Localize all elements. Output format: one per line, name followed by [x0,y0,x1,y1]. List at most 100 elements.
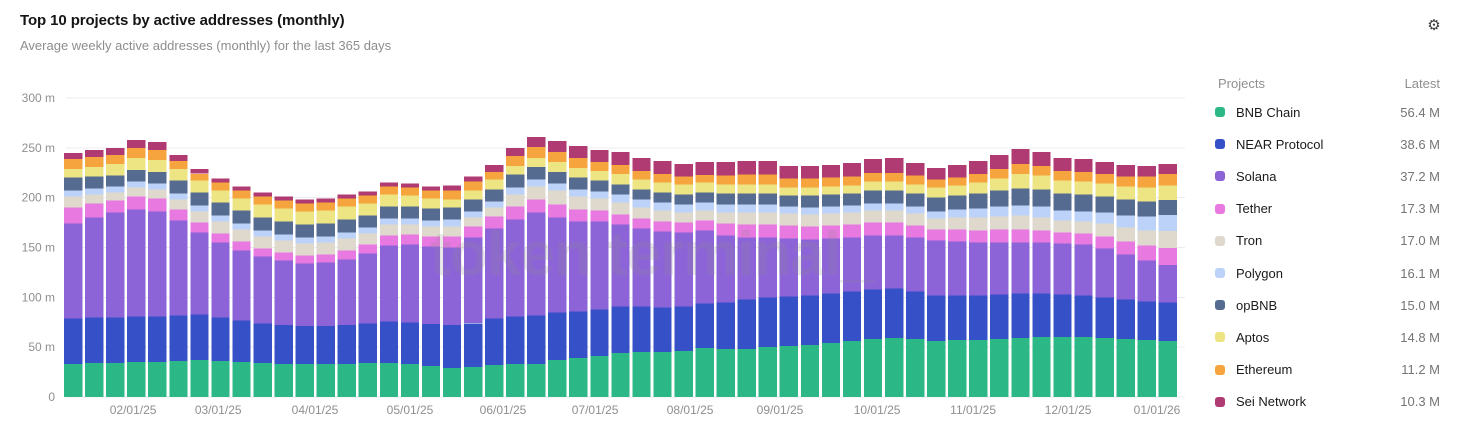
bar-segment-ethereum[interactable] [1137,176,1156,188]
bar-segment-tether[interactable] [758,224,777,238]
bar-segment-solana[interactable] [674,232,693,307]
bar-segment-tron[interactable] [779,213,798,226]
bar-segment-ethereum[interactable] [927,179,946,188]
bar-segment-aptos[interactable] [527,157,546,167]
bar-segment-tron[interactable] [421,226,441,237]
bar-segment-solana[interactable] [927,240,946,296]
bar-segment-opbnb[interactable] [148,171,167,184]
bar-segment-polygon[interactable] [421,220,441,227]
bar-segment-aptos[interactable] [1053,180,1072,194]
bar-segment-polygon[interactable] [1053,210,1072,221]
bar-segment-near-protocol[interactable] [611,306,630,354]
bar-segment-sei-network[interactable] [1158,163,1177,175]
bar-segment-ethereum[interactable] [85,156,104,167]
bar-segment-opbnb[interactable] [85,176,104,189]
bar-segment-opbnb[interactable] [884,190,904,204]
bar-segment-tether[interactable] [948,229,967,242]
bar-segment-tether[interactable] [1011,229,1030,243]
bar-segment-ethereum[interactable] [506,155,525,166]
bar-segment-tether[interactable] [611,214,630,225]
bar-segment-sei-network[interactable] [569,145,588,158]
settings-gear-button[interactable]: ⚙ [1421,13,1447,39]
bar-segment-polygon[interactable] [906,206,925,214]
bar-segment-tether[interactable] [632,218,651,229]
bar-segment-solana[interactable] [1158,265,1177,303]
bar-segment-near-protocol[interactable] [506,316,525,365]
bar-segment-polygon[interactable] [253,230,272,237]
bar-segment-sei-network[interactable] [274,196,293,201]
bar-segment-tron[interactable] [821,213,841,226]
bar-segment-solana[interactable] [737,237,756,300]
bar-segment-sei-network[interactable] [632,157,651,171]
bar-segment-near-protocol[interactable] [190,314,209,361]
bar-segment-solana[interactable] [169,220,188,316]
bar-segment-solana[interactable] [85,217,104,318]
bar-segment-solana[interactable] [442,247,462,326]
bar-segment-tron[interactable] [485,207,504,217]
bar-segment-sei-network[interactable] [695,161,714,175]
bar-segment-aptos[interactable] [821,186,841,195]
bar-segment-bnb-chain[interactable] [632,352,651,397]
bar-segment-near-protocol[interactable] [421,324,441,367]
bar-segment-near-protocol[interactable] [463,323,483,368]
bar-segment-aptos[interactable] [927,187,946,198]
bar-segment-ethereum[interactable] [716,175,735,185]
bar-segment-tron[interactable] [527,186,546,200]
bar-segment-bnb-chain[interactable] [442,368,462,397]
bar-segment-sei-network[interactable] [948,164,967,178]
bar-segment-opbnb[interactable] [1032,189,1051,207]
bar-segment-bnb-chain[interactable] [1137,340,1156,397]
bar-segment-polygon[interactable] [1137,216,1156,231]
bar-segment-aptos[interactable] [211,190,230,203]
bar-segment-bnb-chain[interactable] [863,339,883,397]
bar-segment-solana[interactable] [190,232,209,315]
bar-segment-tether[interactable] [737,224,756,238]
bar-segment-solana[interactable] [842,237,862,292]
bar-segment-ethereum[interactable] [253,196,272,205]
bar-segment-near-protocol[interactable] [316,326,335,365]
bar-segment-solana[interactable] [106,212,125,318]
bar-segment-tether[interactable] [316,254,335,263]
bar-segment-tron[interactable] [758,212,777,225]
bar-segment-bnb-chain[interactable] [337,364,356,397]
bar-segment-tron[interactable] [906,213,925,226]
bar-segment-polygon[interactable] [337,232,356,239]
bar-segment-opbnb[interactable] [527,166,546,180]
bar-segment-opbnb[interactable] [506,174,525,188]
bar-segment-tether[interactable] [653,221,672,232]
bar-segment-near-protocol[interactable] [274,325,293,365]
bar-segment-near-protocol[interactable] [569,311,588,359]
bar-segment-opbnb[interactable] [1137,201,1156,217]
bar-segment-tron[interactable] [674,212,693,223]
bar-segment-polygon[interactable] [64,190,83,197]
bar-segment-solana[interactable] [400,244,420,323]
bar-segment-polygon[interactable] [969,208,988,218]
bar-segment-polygon[interactable] [527,179,546,187]
bar-segment-tether[interactable] [990,229,1009,243]
bar-segment-tron[interactable] [1095,223,1114,237]
bar-segment-polygon[interactable] [653,202,672,211]
bar-segment-tron[interactable] [842,212,862,225]
bar-segment-aptos[interactable] [569,167,588,178]
legend-item-tron[interactable]: Tron 17.0 M [1215,225,1440,257]
bar-segment-bnb-chain[interactable] [590,356,609,397]
bar-segment-aptos[interactable] [274,208,293,222]
bar-segment-tron[interactable] [884,210,904,223]
bar-segment-ethereum[interactable] [295,203,314,212]
bar-segment-sei-network[interactable] [611,151,630,165]
bar-segment-sei-network[interactable] [1095,161,1114,174]
bar-segment-solana[interactable] [758,237,777,298]
bar-segment-near-protocol[interactable] [127,316,146,363]
bar-segment-sei-network[interactable] [1116,164,1135,177]
bar-segment-aptos[interactable] [506,165,525,175]
bar-segment-solana[interactable] [358,253,377,324]
bar-segment-opbnb[interactable] [485,189,504,202]
legend-item-solana[interactable]: Solana 37.2 M [1215,160,1440,192]
bar-segment-polygon[interactable] [1158,215,1177,232]
bar-segment-bnb-chain[interactable] [274,364,293,397]
bar-segment-tether[interactable] [379,235,399,246]
bar-segment-aptos[interactable] [990,178,1009,191]
bar-segment-polygon[interactable] [169,193,188,200]
bar-segment-bnb-chain[interactable] [485,365,504,397]
bar-segment-polygon[interactable] [863,203,883,211]
